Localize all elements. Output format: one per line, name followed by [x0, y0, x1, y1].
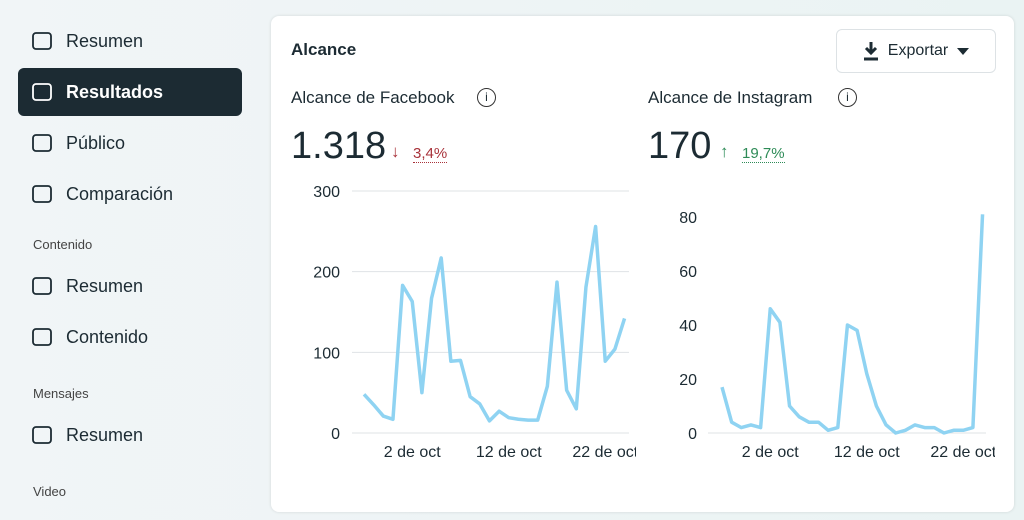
- item-icon: [32, 328, 52, 346]
- y-tick-label: 200: [313, 265, 340, 282]
- item-icon: [32, 426, 52, 444]
- icon-shape: [32, 426, 52, 444]
- x-tick-label: 22 de oct: [572, 444, 638, 461]
- button-label: Exportar: [887, 42, 949, 59]
- x-tick-label: 2 de oct: [742, 444, 799, 461]
- chart: 2 de oct 12 de oct 22 de oct: [708, 214, 996, 461]
- item-icon: [32, 134, 52, 152]
- x-tick-label: 22 de oct: [930, 444, 996, 461]
- nav-item[interactable]: Resultados: [18, 68, 242, 116]
- y-tick-label: 80: [679, 210, 697, 227]
- y-tick-label: 100: [313, 345, 340, 362]
- nav-item[interactable]: Resumen: [18, 17, 242, 65]
- icon-shape: [32, 83, 52, 101]
- nav-item[interactable]: Resumen: [18, 262, 242, 310]
- x-tick-label: 12 de oct: [476, 444, 542, 461]
- change-arrow: ↑: [720, 142, 729, 161]
- nav-label: Resultados: [66, 81, 164, 102]
- item-icon: [32, 277, 52, 295]
- item-icon: [32, 32, 52, 50]
- info-icon: i: [477, 88, 496, 107]
- nav-item[interactable]: Contenido: [18, 313, 242, 361]
- x-tick-label: 2 de oct: [384, 444, 441, 461]
- y-tick-label: 0: [688, 426, 697, 443]
- chart-title: Alcance de Facebook: [291, 88, 455, 107]
- y-tick-label: 40: [679, 318, 697, 335]
- y-tick-label: 60: [679, 264, 697, 281]
- section-title: Contenido: [33, 237, 93, 252]
- icon-shape: [32, 185, 52, 203]
- icon-shape: [32, 32, 52, 50]
- item-icon: [32, 83, 52, 101]
- item-icon: [32, 185, 52, 203]
- line-series: [362, 224, 627, 423]
- icon-shape: [32, 328, 52, 346]
- nav-item[interactable]: Público: [18, 119, 242, 167]
- y-tick-label: 300: [313, 184, 340, 201]
- nav-item[interactable]: Comparación: [18, 170, 242, 218]
- download-icon: [863, 42, 878, 61]
- nav-label: Comparación: [66, 183, 174, 204]
- export-button[interactable]: Exportar: [836, 29, 996, 73]
- nav-label: Resumen: [66, 275, 144, 296]
- y-tick-label: 0: [331, 426, 340, 443]
- caret: [957, 48, 970, 55]
- chart: 2 de oct 12 de oct 22 de oct: [352, 190, 638, 461]
- change-value: 19,7%: [742, 145, 785, 163]
- nav-item[interactable]: Resumen: [18, 411, 242, 459]
- change-value: 3,4%: [413, 145, 448, 163]
- change-arrow: ↓: [391, 142, 400, 161]
- x-tick-label: 12 de oct: [834, 444, 900, 461]
- section-title: Mensajes: [33, 386, 89, 401]
- nav-label: Público: [66, 132, 126, 153]
- total-value: 170: [648, 125, 712, 167]
- icon-shape: [32, 134, 52, 152]
- nav-label: Contenido: [66, 326, 149, 347]
- nav-label: Resumen: [66, 424, 144, 445]
- total-value: 1.318: [291, 125, 387, 167]
- nav-label: Resumen: [66, 30, 144, 51]
- icon-shape: [32, 277, 52, 295]
- y-tick-label: 20: [679, 372, 697, 389]
- chart-title: Alcance de Instagram: [648, 88, 813, 107]
- info-icon: i: [838, 88, 857, 107]
- line-series: [720, 214, 985, 435]
- card-title: Alcance: [291, 40, 357, 59]
- section-title: Video: [33, 484, 67, 499]
